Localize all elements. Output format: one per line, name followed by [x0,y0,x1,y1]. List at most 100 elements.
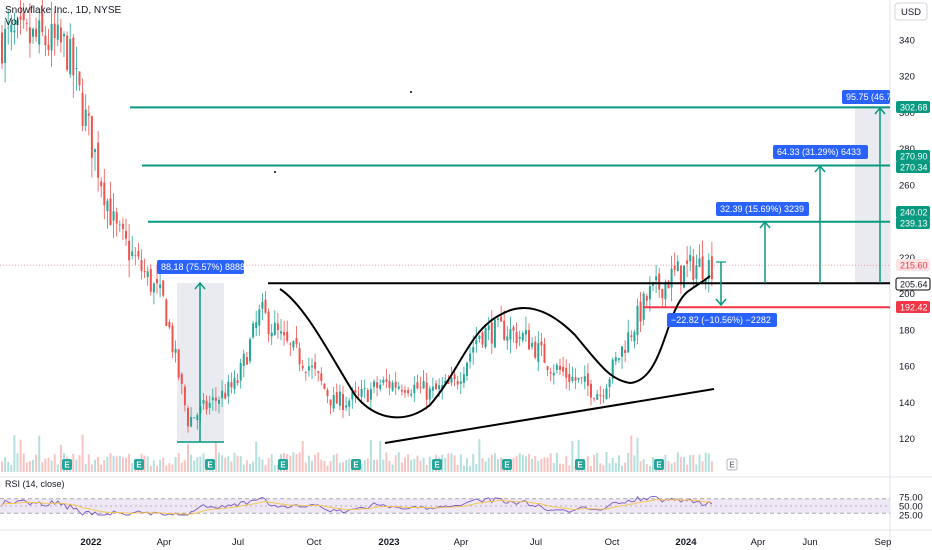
volume-bar [255,441,258,472]
candle-body [475,339,478,345]
volume-bar [94,459,96,472]
candle-body [1,32,3,64]
volume-bar [416,455,419,472]
volume-bar [478,439,481,472]
currency-button[interactable] [894,2,928,21]
dot-marker [274,171,276,173]
volume-bar [180,462,183,472]
candle-body [546,366,549,370]
candle-body [428,388,431,400]
volume-bars [1,434,713,472]
candle-body [621,346,623,357]
volume-bar [273,465,276,472]
candle-body [242,353,245,366]
price-tag-box [896,161,930,173]
price-tag-box [895,277,931,291]
volume-bar [199,456,202,472]
candle-body [221,390,224,399]
candle-body [695,265,698,279]
candle-body [363,388,366,390]
date-tick-label: Jun [802,537,817,548]
candle-body [515,332,518,344]
candle-body [16,19,19,26]
volume-bar [342,462,344,472]
candle-body [388,380,391,388]
rsi-ma-line [1,499,712,515]
candle-body [419,386,422,388]
candle-body [655,276,658,281]
candle-body [500,316,503,322]
volume-bar [639,461,642,472]
volume-bar [103,460,106,472]
candle-body [72,37,75,76]
volume-bar [298,452,301,472]
measure-label: 88.18 (75.57%) 8888 [161,262,245,272]
candle-body [407,390,410,394]
candle-body [63,33,65,37]
earnings-marker [62,459,72,470]
volume-bar [292,452,295,472]
candle-body [304,372,307,373]
candle-body [509,329,512,340]
candle-body [261,301,264,309]
volume-bar [81,434,84,472]
volume-bar [379,441,382,472]
dot-marker [410,91,412,93]
date-tick-label: Jul [232,537,244,548]
volume-bar [307,455,310,472]
volume-bar [125,457,127,472]
candle-body [224,392,227,399]
volume-bar [348,458,351,472]
candle-body [593,398,596,399]
currency-label: USD [901,7,921,18]
candle-body [683,265,685,288]
candle-body [689,254,692,262]
volume-bar [270,454,273,472]
volume-bar [177,452,180,472]
volume-bar [56,464,59,472]
candle-body [87,113,90,116]
candle-body [100,181,103,187]
volume-bar [267,458,270,472]
candle-body [115,212,118,224]
volume-bar [295,454,298,472]
candle-body [447,380,450,384]
volume-bar [121,457,124,472]
volume-bar [156,465,158,472]
volume-bar [131,463,134,472]
volume-bar [534,456,537,472]
candle-body [50,23,53,51]
candle-body [84,109,87,127]
volume-bar [593,454,596,472]
date-tick-label: 2022 [80,537,101,548]
candle-body [676,261,679,272]
volume-bar [528,453,530,472]
candle-body [152,283,155,293]
candle-body [661,288,664,299]
volume-bar [605,452,608,472]
price-tick-label: 160 [899,362,915,373]
volume-bar [376,459,379,472]
volume-bar [459,454,462,472]
volume-bar [559,463,561,472]
candle-body [227,381,230,397]
candle-body [81,92,84,126]
volume-bar [196,457,199,472]
candle-body [239,362,242,381]
candle-body [134,255,137,257]
volume-bar [19,439,22,472]
candle-body [382,379,385,383]
candle-body [528,330,530,350]
candle-body [208,402,211,408]
candle-body [667,281,670,289]
date-tick-label: Apr [157,537,172,548]
candle-body [605,388,608,400]
volume-bar [385,452,388,472]
candle-body [22,12,25,21]
price-tag-label: 205.64 [900,280,928,290]
earnings-marker-label: E [656,461,662,470]
candle-body [32,28,34,37]
volume-bar [323,461,326,472]
volume-bar [407,454,410,472]
